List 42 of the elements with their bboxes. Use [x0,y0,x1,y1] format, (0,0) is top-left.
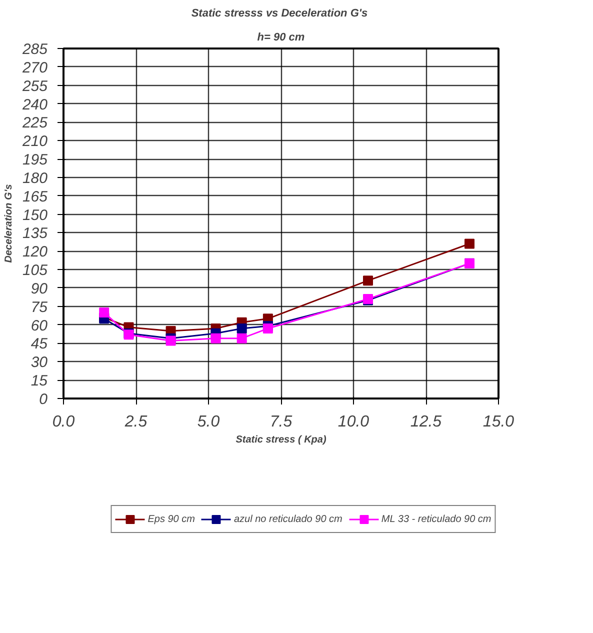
y-tick-label: 30 [30,354,48,372]
point [464,238,474,249]
y-tick-label: 105 [22,262,48,280]
y-tick-label: 240 [21,96,48,114]
y-axis-title: Deceleration G's [3,184,14,263]
legend-label: ML 33 - reticulado 90 cm [381,514,492,524]
point [236,324,247,334]
y-tick-label: 165 [22,188,48,206]
x-tick-label: 15.0 [482,414,514,430]
y-tick-label: 60 [30,317,48,334]
x-tick-label: 12.5 [410,414,442,430]
x-tick-label: 10.0 [338,414,370,430]
y-tick-label: 255 [21,78,48,95]
y-tick-label: 285 [21,41,48,58]
y-tick-label: 210 [21,133,48,150]
point [210,333,221,344]
y-tick-label: 15 [30,372,48,390]
point [99,308,110,318]
point [363,276,373,286]
x-tick-label: 7.5 [270,414,292,430]
y-tick-label: 135 [22,225,48,242]
point [166,336,176,346]
y-tick-label: 90 [30,280,48,298]
y-tick-label: 225 [21,114,48,132]
y-tick-label: 45 [30,336,48,353]
y-tick-label: 75 [30,298,48,316]
x-tick-label: 2.5 [124,414,148,430]
x-axis-title: Static stress ( Kpa) [236,434,327,446]
y-tick-label: 0 [39,391,48,408]
point [262,324,273,334]
x-tick-label: 0.0 [52,414,75,430]
y-tick-label: 195 [22,152,48,169]
x-tick-label: 5.0 [197,414,220,430]
legend-label: Eps 90 cm [148,514,195,524]
y-tick-label: 120 [22,244,48,261]
y-tick-label: 150 [22,206,48,224]
chart-subtitle: h= 90 cm [257,32,305,44]
point [236,333,247,344]
y-tick-label: 180 [22,170,48,187]
chart-title: Static stresss vs Deceleration G's [191,8,368,20]
y-tick-label: 270 [21,59,48,76]
legend-label: azul no reticulado 90 cm [234,514,342,524]
